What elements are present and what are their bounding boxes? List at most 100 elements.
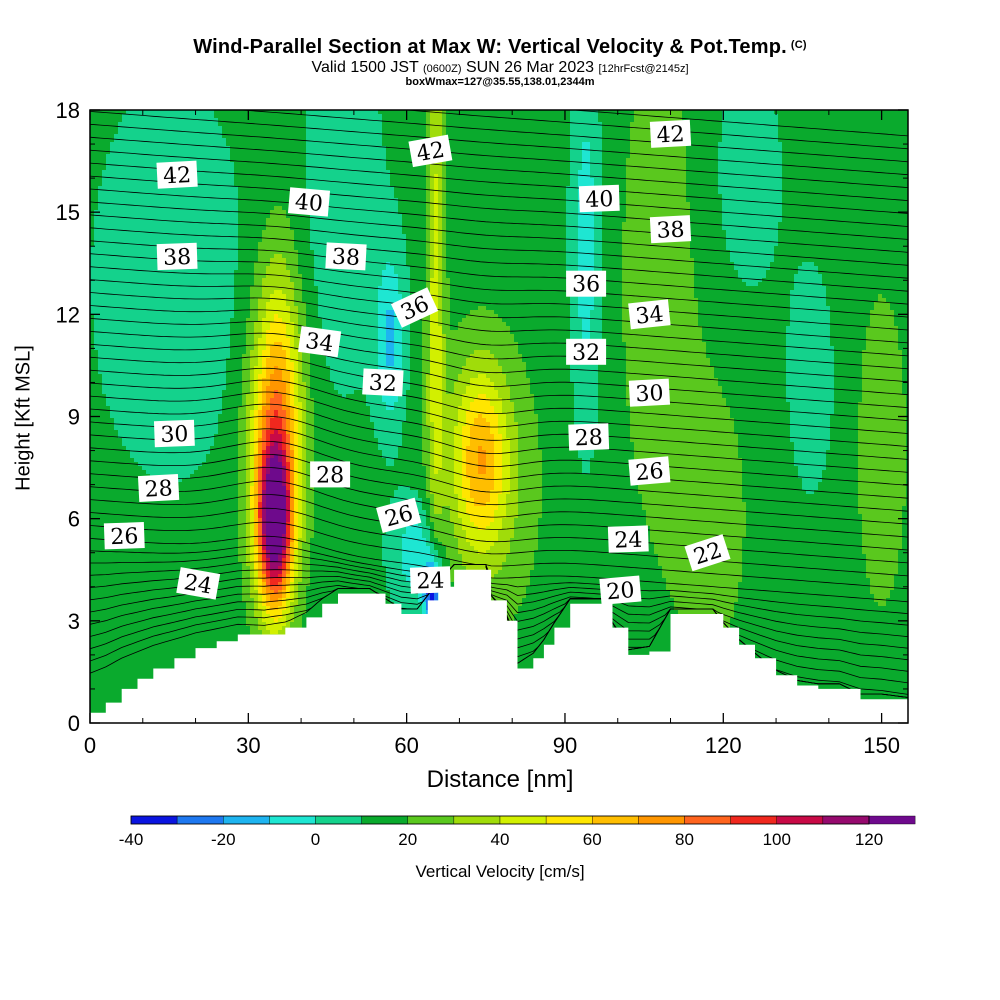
velocity-cell (430, 118, 435, 123)
velocity-cell (486, 170, 491, 175)
velocity-cell (246, 170, 251, 175)
velocity-cell (850, 114, 855, 119)
velocity-cell (490, 162, 495, 167)
velocity-cell (122, 146, 127, 151)
velocity-cell (430, 182, 435, 187)
velocity-cell (198, 126, 203, 131)
velocity-cell (106, 158, 111, 163)
velocity-cell (818, 142, 823, 147)
velocity-cell (806, 158, 811, 163)
velocity-cell (470, 170, 475, 175)
velocity-cell (502, 162, 507, 167)
velocity-cell (106, 154, 111, 159)
velocity-cell (234, 126, 239, 131)
velocity-cell (318, 126, 323, 131)
velocity-cell (726, 126, 731, 131)
velocity-cell (566, 118, 571, 123)
velocity-cell (738, 194, 743, 199)
velocity-cell (798, 154, 803, 159)
velocity-cell (642, 142, 647, 147)
velocity-cell (838, 138, 843, 143)
velocity-cell (738, 178, 743, 183)
velocity-cell (890, 154, 895, 159)
velocity-cell (142, 158, 147, 163)
velocity-cell (106, 170, 111, 175)
velocity-cell (534, 178, 539, 183)
velocity-cell (254, 186, 259, 191)
velocity-cell (414, 114, 419, 119)
velocity-cell (870, 122, 875, 127)
velocity-cell (762, 170, 767, 175)
velocity-cell (258, 182, 263, 187)
velocity-cell (362, 146, 367, 151)
velocity-cell (138, 174, 143, 179)
velocity-cell (554, 154, 559, 159)
velocity-cell (818, 122, 823, 127)
velocity-cell (114, 118, 119, 123)
velocity-cell (514, 158, 519, 163)
velocity-cell (246, 190, 251, 195)
velocity-cell (894, 138, 899, 143)
velocity-cell (842, 138, 847, 143)
velocity-cell (538, 194, 543, 199)
velocity-cell (706, 130, 711, 135)
velocity-cell (458, 190, 463, 195)
velocity-cell (258, 130, 263, 135)
velocity-cell (262, 130, 267, 135)
velocity-cell (826, 114, 831, 119)
velocity-cell (726, 174, 731, 179)
velocity-cell (702, 162, 707, 167)
velocity-cell (594, 154, 599, 159)
velocity-cell (770, 126, 775, 131)
velocity-cell (270, 126, 275, 131)
velocity-cell (494, 158, 499, 163)
velocity-cell (878, 162, 883, 167)
velocity-cell (238, 142, 243, 147)
velocity-cell (790, 190, 795, 195)
velocity-cell (222, 194, 227, 199)
velocity-cell (818, 134, 823, 139)
velocity-cell (882, 138, 887, 143)
velocity-cell (622, 186, 627, 191)
velocity-cell (442, 186, 447, 191)
velocity-cell (282, 190, 287, 195)
velocity-cell (238, 118, 243, 123)
velocity-cell (514, 122, 519, 127)
velocity-cell (486, 150, 491, 155)
velocity-cell (622, 122, 627, 127)
velocity-cell (822, 146, 827, 151)
velocity-cell (406, 194, 411, 199)
velocity-cell (758, 194, 763, 199)
velocity-cell (398, 182, 403, 187)
velocity-cell (94, 198, 99, 203)
velocity-cell (898, 138, 903, 143)
velocity-cell (462, 134, 467, 139)
velocity-cell (382, 162, 387, 167)
velocity-cell (598, 118, 603, 123)
velocity-cell (246, 122, 251, 127)
velocity-cell (902, 150, 907, 155)
velocity-cell (482, 186, 487, 191)
velocity-cell (594, 138, 599, 143)
velocity-cell (618, 170, 623, 175)
velocity-cell (338, 166, 343, 171)
velocity-cell (882, 190, 887, 195)
velocity-cell (454, 158, 459, 163)
velocity-cell (866, 126, 871, 131)
velocity-cell (162, 158, 167, 163)
velocity-cell (346, 174, 351, 179)
velocity-cell (614, 170, 619, 175)
velocity-cell (538, 182, 543, 187)
velocity-cell (854, 122, 859, 127)
velocity-cell (890, 178, 895, 183)
velocity-cell (530, 182, 535, 187)
velocity-cell (590, 170, 595, 175)
velocity-cell (470, 146, 475, 151)
velocity-cell (606, 134, 611, 139)
velocity-cell (226, 138, 231, 143)
velocity-cell (150, 118, 155, 123)
velocity-cell (326, 182, 331, 187)
velocity-cell (742, 162, 747, 167)
velocity-cell (130, 142, 135, 147)
velocity-cell (654, 186, 659, 191)
